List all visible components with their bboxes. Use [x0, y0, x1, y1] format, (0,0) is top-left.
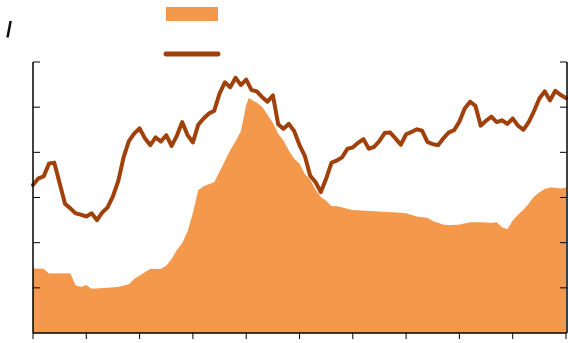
series-layer	[31, 75, 568, 333]
axes-layer	[32, 61, 568, 339]
area-series	[33, 97, 566, 333]
title-mark: /	[6, 17, 12, 42]
line-series	[31, 75, 568, 223]
legend-area-swatch	[166, 7, 218, 21]
